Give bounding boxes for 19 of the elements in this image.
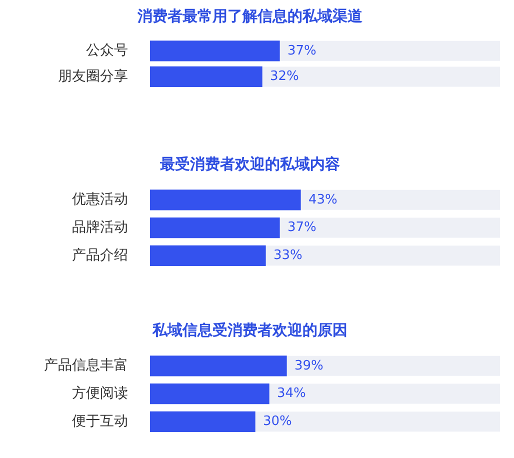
category-label: 便于互动 bbox=[72, 413, 128, 430]
category-label: 方便阅读 bbox=[72, 385, 128, 402]
data-label: 37% bbox=[288, 220, 316, 236]
data-label: 34% bbox=[277, 386, 306, 402]
category-label: 优惠活动 bbox=[72, 192, 128, 208]
data-label: 37% bbox=[288, 43, 316, 58]
category-label: 朋友圈分享 bbox=[58, 68, 128, 84]
chart-title: 最受消费者欢迎的私域内容 bbox=[159, 154, 340, 173]
data-label: 32% bbox=[270, 69, 299, 84]
data-label: 33% bbox=[274, 248, 302, 264]
category-label: 品牌活动 bbox=[72, 219, 128, 236]
data-label: 39% bbox=[294, 358, 324, 374]
data-label: 30% bbox=[263, 414, 292, 430]
data-label: 43% bbox=[308, 192, 338, 208]
category-label: 公众号 bbox=[86, 42, 128, 59]
category-label: 产品信息丰富 bbox=[44, 358, 128, 374]
category-label: 产品介绍 bbox=[72, 247, 128, 264]
chart-title: 私域信息受消费者欢迎的原因 bbox=[152, 320, 348, 339]
chart-title: 消费者最常用了解信息的私域渠道 bbox=[136, 6, 364, 25]
